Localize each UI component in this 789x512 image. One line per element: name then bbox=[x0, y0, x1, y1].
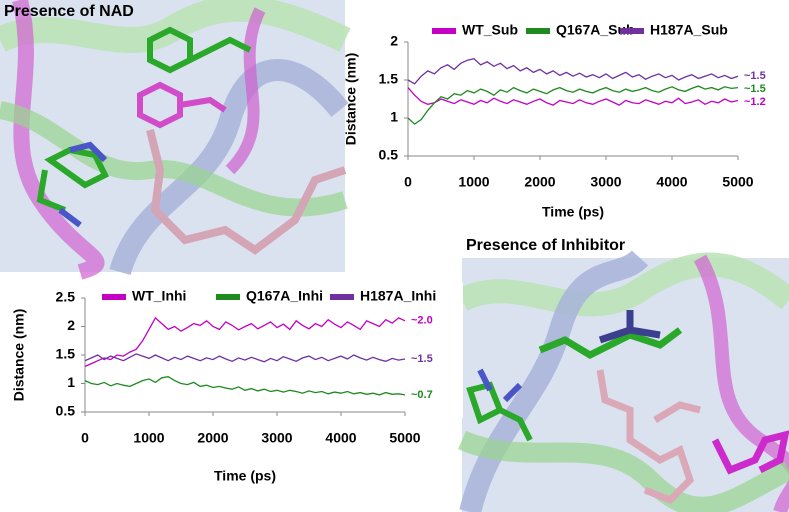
ribbon bbox=[457, 430, 789, 512]
panel-title: Presence of Inhibitor bbox=[466, 237, 625, 254]
y-axis-label: Distance (nm) bbox=[343, 53, 359, 146]
y-tick-label: 1.5 bbox=[379, 71, 399, 87]
stick bbox=[711, 430, 789, 475]
plot-background bbox=[406, 26, 789, 162]
panel-title: Presence of NAD bbox=[4, 3, 134, 20]
legend-label: Q167A_Sub bbox=[556, 22, 635, 38]
stick bbox=[137, 81, 227, 129]
stick bbox=[466, 381, 533, 442]
stick bbox=[36, 146, 110, 213]
stick bbox=[58, 141, 108, 228]
protein-image: Presence of NAD bbox=[0, 0, 351, 280]
x-tick-label: 3000 bbox=[590, 174, 621, 190]
stick bbox=[147, 26, 252, 74]
ribbon bbox=[693, 254, 789, 512]
stick bbox=[596, 369, 701, 505]
ribbon bbox=[12, 0, 105, 280]
x-axis-label: Time (ps) bbox=[214, 468, 276, 484]
data-line bbox=[407, 87, 739, 106]
stick bbox=[598, 310, 661, 344]
stick bbox=[477, 368, 523, 403]
y-tick-label: 2 bbox=[67, 317, 75, 333]
data-line bbox=[84, 316, 406, 367]
y-tick-label: 0.5 bbox=[56, 403, 76, 419]
x-tick-label: 0 bbox=[404, 174, 412, 190]
x-tick-label: 4000 bbox=[325, 430, 356, 446]
x-tick-label: 0 bbox=[81, 430, 89, 446]
legend-label: H187A_Sub bbox=[650, 22, 728, 38]
plot-background bbox=[83, 282, 463, 418]
x-axis-label: Time (ps) bbox=[542, 204, 604, 220]
y-tick-label: 1.5 bbox=[56, 346, 76, 362]
end-label: ~1.5 bbox=[411, 353, 433, 365]
ribbon bbox=[456, 252, 789, 317]
ribbon bbox=[225, 7, 266, 175]
end-label: ~0.7 bbox=[411, 389, 433, 401]
ribbon bbox=[109, 59, 349, 276]
x-tick-label: 1000 bbox=[133, 430, 164, 446]
x-tick-label: 1000 bbox=[458, 174, 489, 190]
end-label: ~1.2 bbox=[744, 96, 766, 108]
x-tick-label: 5000 bbox=[389, 430, 420, 446]
x-tick-label: 4000 bbox=[656, 174, 687, 190]
y-tick-label: 1 bbox=[67, 374, 75, 390]
y-tick-label: 2 bbox=[390, 33, 398, 49]
data-line bbox=[407, 57, 739, 85]
protein-image: Presence of Inhibitor bbox=[456, 237, 789, 512]
end-label: ~2.0 bbox=[411, 315, 433, 327]
x-tick-label: 3000 bbox=[261, 430, 292, 446]
data-line bbox=[84, 353, 406, 363]
stick bbox=[538, 327, 683, 359]
y-tick-label: 0.5 bbox=[379, 147, 399, 163]
x-tick-label: 2000 bbox=[524, 174, 555, 190]
legend-label: H187A_Inhi bbox=[360, 288, 436, 304]
stick bbox=[146, 129, 347, 255]
data-line bbox=[84, 376, 406, 396]
x-tick-label: 5000 bbox=[722, 174, 753, 190]
legend-label: Q167A_Inhi bbox=[246, 288, 323, 304]
end-label: ~1.5 bbox=[744, 70, 766, 82]
y-axis-label: Distance (nm) bbox=[11, 309, 27, 402]
y-tick-label: 2.5 bbox=[56, 289, 76, 305]
ribbon bbox=[0, 101, 348, 217]
data-line bbox=[407, 85, 739, 125]
legend-label: WT_Sub bbox=[462, 22, 518, 38]
legend-label: WT_Inhi bbox=[132, 288, 186, 304]
end-label: ~1.5 bbox=[744, 83, 766, 95]
x-tick-label: 2000 bbox=[197, 430, 228, 446]
y-tick-label: 1 bbox=[390, 109, 398, 125]
